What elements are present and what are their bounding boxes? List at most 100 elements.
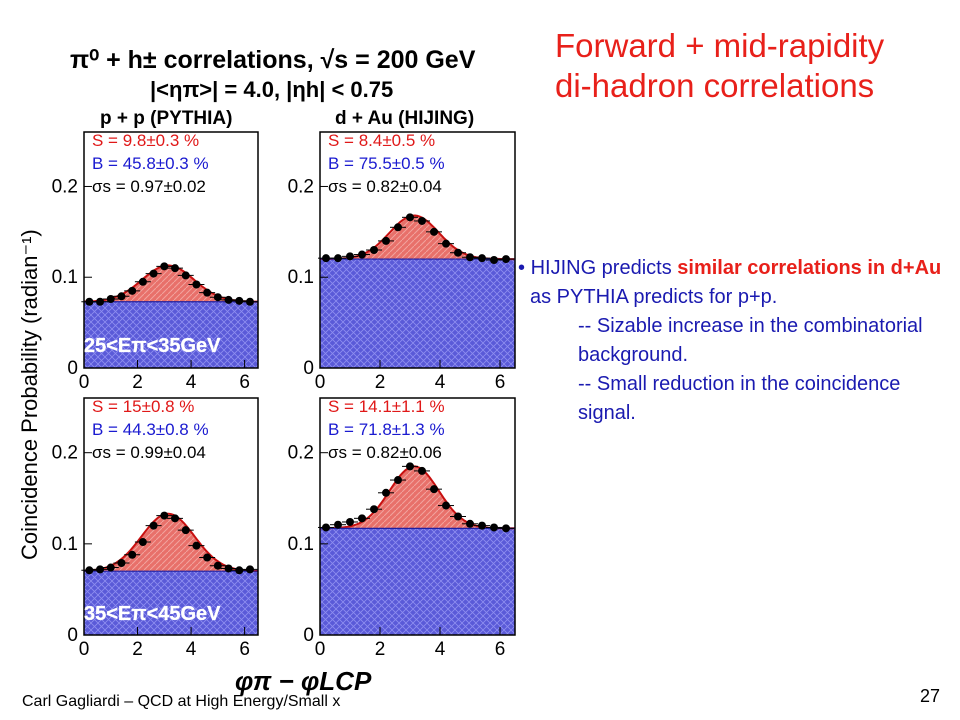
data-point xyxy=(149,269,158,278)
y-tick-label: 0 xyxy=(303,358,314,379)
figure-title-line2: |<ηπ>| = 4.0, |ηh| < 0.75 xyxy=(150,77,393,102)
stat-signal-pp-low: S = 9.8±0.3 % xyxy=(92,131,199,150)
panel-dau-low: 0 2 4 6 0 0.1 0.2 S = 8.4±0.5 % B = 75.5±0.5 % σs… xyxy=(288,131,516,393)
row-label-top: 25<Eπ<35GeV xyxy=(84,335,221,357)
data-point xyxy=(85,566,94,575)
bullet-1-highlight: similar correlations in d+Au xyxy=(677,257,942,279)
stat-signal-pp-high: S = 15±0.8 % xyxy=(92,397,194,416)
data-point xyxy=(171,514,180,523)
background-region-dau-high xyxy=(320,528,515,635)
panel-frame-pp-high xyxy=(83,397,259,636)
data-point xyxy=(85,297,94,306)
x-tick-label: 2 xyxy=(375,372,386,393)
x-tick-label: 2 xyxy=(132,639,143,660)
y-tick-label: 0.2 xyxy=(52,176,78,197)
data-point xyxy=(406,213,414,222)
figure-title-line1: π⁰ + h± correlations, √s = 200 GeV xyxy=(70,46,476,74)
data-point xyxy=(370,246,378,254)
panel-pp-low: 0 2 4 6 0 0.1 0.2 S = 9.8±0.3 % B = 45.8±0.3 % σs… xyxy=(52,131,259,393)
data-point xyxy=(322,523,330,532)
data-point xyxy=(466,253,474,262)
slide-title: Forward + mid-rapidity di-hadron correla… xyxy=(555,26,955,106)
x-tick-label: 6 xyxy=(239,372,250,393)
data-point xyxy=(96,565,105,574)
stat-background-pp-high: B = 44.3±0.8 % xyxy=(92,420,209,439)
y-tick-label: 0 xyxy=(67,358,78,379)
data-point xyxy=(96,297,105,306)
sub-bullet-1: -- Sizable increase in the combinatorial… xyxy=(578,315,923,366)
stat-sigma-dau-high: σs = 0.82±0.06 xyxy=(328,443,442,462)
stat-sigma-dau-low: σs = 0.82±0.04 xyxy=(328,177,442,196)
data-point xyxy=(245,565,254,574)
stat-background-pp-low: B = 45.8±0.3 % xyxy=(92,154,209,173)
data-point xyxy=(334,520,342,529)
data-point xyxy=(224,564,233,573)
data-point xyxy=(203,553,212,562)
y-tick-label: 0.2 xyxy=(288,176,314,197)
data-point xyxy=(245,297,254,306)
stat-background-dau-high: B = 71.8±1.3 % xyxy=(328,420,445,439)
data-point xyxy=(203,288,212,297)
data-point xyxy=(454,248,462,257)
signal-region-pp-high xyxy=(84,513,258,572)
background-region-pp-high xyxy=(84,571,258,635)
stat-signal-dau-low: S = 8.4±0.5 % xyxy=(328,131,435,150)
data-point xyxy=(490,523,498,532)
x-tick-label: 0 xyxy=(79,639,90,660)
stat-sigma-pp-low: σs = 0.97±0.02 xyxy=(92,177,206,196)
panel-pp-high: 0 2 4 6 0 0.1 0.2 S = 15±0.8 % B = 44.3±0.8 % σs … xyxy=(52,397,259,660)
x-tick-label: 0 xyxy=(315,639,326,660)
data-point xyxy=(192,541,201,550)
data-point xyxy=(213,293,222,302)
footer-text: Carl Gagliardi – QCD at High Energy/Smal… xyxy=(22,693,341,710)
x-tick-label: 0 xyxy=(79,372,90,393)
x-tick-label: 6 xyxy=(495,639,506,660)
data-point xyxy=(382,488,390,497)
data-point xyxy=(235,296,244,305)
column-label-pp: p + p (PYTHIA) xyxy=(100,108,232,129)
data-point xyxy=(442,501,450,510)
data-point xyxy=(478,254,486,263)
sub-bullet-2: -- Small reduction in the coincidence si… xyxy=(578,373,901,424)
x-tick-label: 4 xyxy=(186,639,197,660)
x-tick-label: 4 xyxy=(186,372,197,393)
stat-background-dau-low: B = 75.5±0.5 % xyxy=(328,154,445,173)
x-tick-label: 6 xyxy=(495,372,506,393)
data-point xyxy=(358,250,366,259)
y-tick-label: 0.1 xyxy=(52,267,78,288)
page-number: 27 xyxy=(920,686,941,706)
data-point xyxy=(149,521,158,530)
background-region-dau-low xyxy=(320,259,515,368)
slide-title-line2: di-hadron correlations xyxy=(555,67,875,104)
data-point xyxy=(346,517,354,526)
x-tick-label: 2 xyxy=(132,372,143,393)
x-tick-label: 4 xyxy=(435,639,446,660)
y-tick-label: 0 xyxy=(67,625,78,646)
signal-region-dau-high xyxy=(320,466,515,529)
column-label-dau: d + Au (HIJING) xyxy=(335,108,474,129)
data-point xyxy=(138,277,147,286)
data-point xyxy=(394,476,402,485)
data-point xyxy=(430,485,438,494)
data-point xyxy=(358,514,366,523)
panel-frame-dau-high xyxy=(319,397,516,636)
panel-dau-high: 0 2 4 6 0 0.1 0.2 S = 14.1±1.1 % B = 71.8±1.3 % σ… xyxy=(288,397,516,660)
x-tick-label: 4 xyxy=(435,372,446,393)
data-point xyxy=(224,295,233,304)
signal-region-pp-low xyxy=(84,265,258,302)
data-point xyxy=(117,292,126,301)
data-point xyxy=(106,563,115,572)
y-axis-label: Coincidence Probability (radian⁻¹) xyxy=(17,229,42,560)
bullet-1-pre: HIJING predicts xyxy=(530,257,678,279)
data-point xyxy=(406,462,414,471)
background-region-pp-low xyxy=(84,301,258,368)
data-point xyxy=(213,561,222,570)
data-point xyxy=(160,511,169,520)
data-point xyxy=(322,254,330,263)
data-point xyxy=(160,262,169,271)
data-point xyxy=(128,286,137,295)
y-tick-label: 0 xyxy=(303,625,314,646)
x-axis-label: φπ − φLCP xyxy=(235,666,372,696)
data-point xyxy=(442,239,450,248)
